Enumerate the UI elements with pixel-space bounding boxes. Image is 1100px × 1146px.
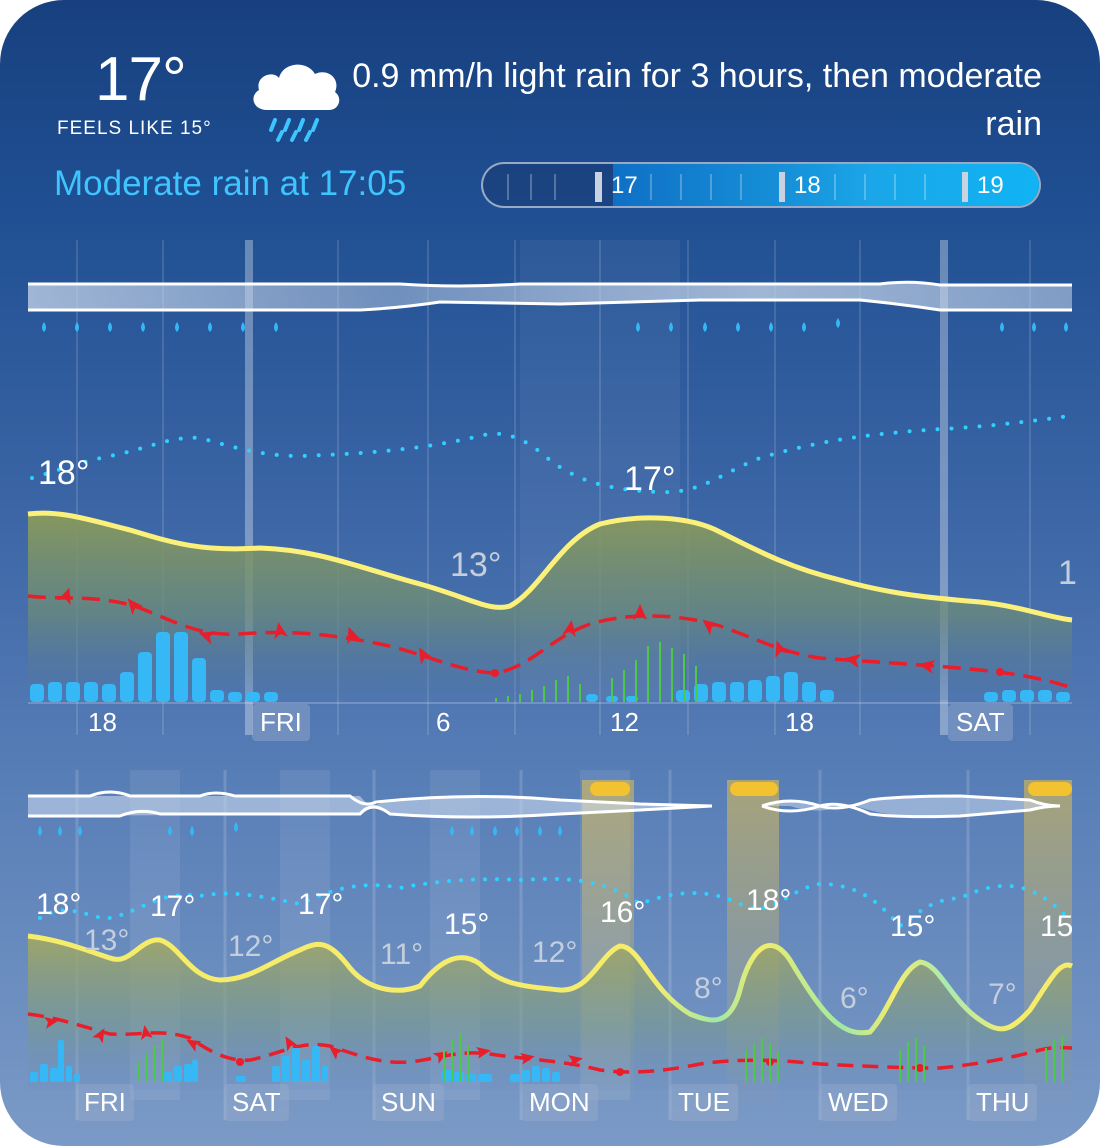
timeline-hour-18: 18 [794, 172, 821, 199]
daily-high: 18° [746, 884, 792, 917]
daily-low: 7° [988, 978, 1017, 1011]
hourly-chart [27, 240, 1073, 735]
day-label-thu[interactable]: THU [968, 1084, 1038, 1121]
hourly-axis-label: 6 [436, 707, 451, 737]
hourly-axis-label: 18 [785, 707, 814, 737]
hourly-axis-label: 18 [88, 707, 117, 737]
hourly-axis-label: 12 [610, 707, 639, 737]
day-label-sun[interactable]: SUN [373, 1084, 444, 1121]
daily-high: 17° [150, 890, 196, 923]
daily-high: 15 [1040, 910, 1074, 943]
feels-like: FEELS LIKE 15° [57, 118, 212, 139]
daily-chart [27, 770, 1074, 1120]
day-label-tue[interactable]: TUE [670, 1084, 738, 1121]
day-label-fri[interactable]: FRI [76, 1084, 134, 1121]
daily-low: 12° [532, 936, 578, 969]
daily-high: 17° [298, 888, 344, 921]
hourly-temp-max: 17° [624, 460, 676, 498]
daily-low: 12° [228, 930, 274, 963]
day-label-sat[interactable]: SAT [224, 1084, 289, 1121]
nowcast-label: Moderate rain at 17:05 [54, 164, 407, 203]
daily-low: 8° [694, 972, 723, 1005]
daily-low: 6° [840, 982, 869, 1015]
hourly-axis-label: SAT [948, 704, 1013, 741]
hourly-axis-label: FRI [252, 704, 310, 741]
hourly-temp-start: 18° [38, 454, 90, 492]
daily-high: 16° [600, 896, 646, 929]
day-label-wed[interactable]: WED [820, 1084, 897, 1121]
day-label-mon[interactable]: MON [521, 1084, 598, 1121]
timeline-hour-17: 17 [611, 172, 638, 199]
hourly-temp-min: 13° [450, 546, 502, 584]
hourly-temp-end: 1 [1058, 554, 1077, 592]
forecast-summary: 0.9 mm/h light rain for 3 hours, then mo… [352, 57, 1042, 143]
timeline-ticks [507, 172, 968, 202]
nowcast-timeline[interactable]: 17 18 19 [481, 162, 1041, 208]
daily-high: 18° [36, 888, 82, 921]
daily-high: 15° [444, 908, 490, 941]
daily-high: 15° [890, 910, 936, 943]
timeline-hour-19: 19 [977, 172, 1004, 199]
daily-low: 13° [84, 924, 130, 957]
current-temperature: 17° [95, 45, 187, 114]
rain-cloud-icon [253, 64, 340, 142]
daily-low: 11° [380, 938, 424, 971]
